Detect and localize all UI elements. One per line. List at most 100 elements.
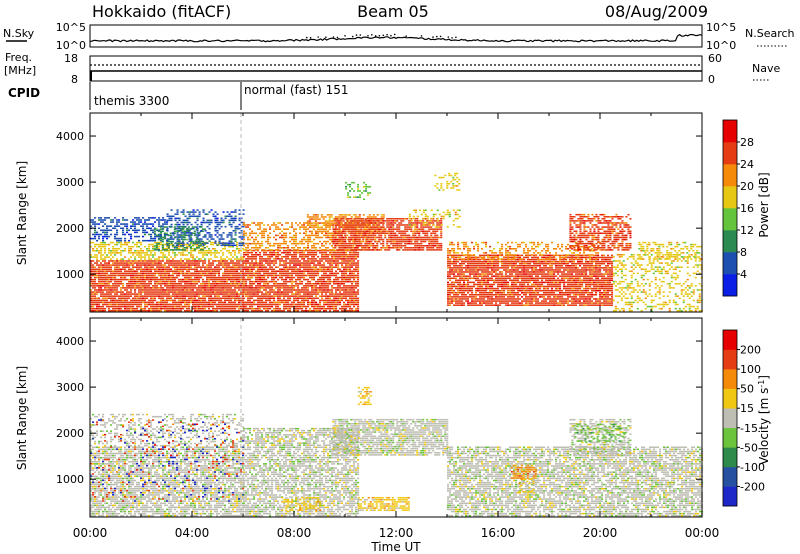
power-cell [138, 229, 141, 232]
power-cell [230, 258, 233, 260]
power-cell [355, 303, 358, 306]
power-cell [180, 221, 183, 224]
power-cell [224, 266, 227, 268]
power-cell [118, 225, 121, 227]
power-cell [114, 285, 117, 287]
power-cell [342, 220, 345, 222]
power-cell [90, 274, 93, 277]
power-cell [273, 245, 276, 247]
power-cell [327, 232, 330, 235]
power-cell [204, 309, 207, 312]
power-cell [242, 242, 245, 244]
power-cell [146, 289, 149, 291]
power-cell [289, 268, 292, 271]
power-cell [114, 264, 117, 266]
power-cell [90, 272, 93, 275]
power-cell [347, 258, 350, 260]
power-cell [249, 266, 252, 268]
power-cell [146, 305, 149, 308]
power-cell [138, 301, 141, 304]
power-cell [92, 272, 95, 275]
power-cell [343, 272, 346, 275]
power-cell [315, 247, 318, 249]
power-cell [329, 264, 332, 266]
power-cell [200, 252, 203, 254]
power-cell [303, 291, 306, 293]
power-cell [301, 297, 304, 300]
power-cell [325, 295, 328, 297]
power-cell [170, 256, 173, 258]
power-cell [295, 303, 298, 306]
power-cell [172, 295, 175, 297]
power-cell [365, 236, 368, 239]
power-cell [204, 243, 207, 246]
power-cell [345, 260, 348, 262]
power-cell [305, 289, 308, 291]
power-cell [355, 285, 358, 287]
power-cell [150, 274, 153, 277]
power-cell [128, 264, 131, 266]
power-cell [204, 295, 207, 297]
power-cell [323, 285, 326, 287]
power-cell [188, 309, 191, 312]
power-cell [202, 307, 205, 310]
power-cell [317, 272, 320, 275]
power-cell [234, 305, 237, 308]
power-cell [110, 250, 113, 252]
power-cell [299, 222, 302, 224]
power-cell [136, 268, 139, 271]
power-cell [216, 264, 219, 266]
power-cell [112, 262, 115, 264]
power-cell [357, 256, 360, 258]
power-cell [90, 297, 93, 300]
power-cell [341, 278, 344, 281]
power-cell [148, 276, 151, 279]
power-cell [150, 303, 153, 306]
power-cell [261, 236, 264, 239]
power-cell [122, 231, 125, 234]
power-cell [273, 230, 276, 233]
power-cell [140, 243, 143, 246]
power-cell [299, 303, 302, 306]
power-cell [355, 297, 358, 300]
power-cell [329, 295, 332, 297]
power-cell [349, 287, 352, 289]
power-cell [94, 274, 97, 277]
power-cell [214, 285, 217, 287]
power-cell [267, 258, 270, 260]
power-cell [179, 249, 182, 251]
power-cell [267, 236, 270, 239]
power-cell [351, 280, 354, 283]
power-cell [279, 236, 282, 239]
power-cell [180, 245, 183, 248]
power-cell [154, 283, 157, 285]
power-cell [154, 307, 157, 310]
power-cell [106, 233, 109, 236]
power-cell [249, 256, 252, 258]
power-cell [186, 223, 189, 226]
power-cell [349, 272, 352, 275]
power-cell [245, 266, 248, 268]
power-cell [226, 236, 229, 238]
power-cell [279, 247, 282, 249]
power-cell [150, 227, 153, 230]
power-cell [307, 303, 310, 306]
power-cell [224, 293, 227, 295]
power-cell [253, 280, 256, 283]
power-cell [299, 295, 302, 297]
power-cell [132, 280, 135, 283]
power-cell [114, 291, 117, 293]
power-cell [96, 274, 99, 277]
power-cell [206, 309, 209, 312]
power-cell [327, 270, 330, 273]
power-cell [188, 270, 191, 273]
power-cell [222, 278, 225, 281]
power-cell [188, 289, 191, 291]
power-cell [319, 268, 322, 271]
power-cell [232, 283, 235, 285]
power-cell [126, 291, 129, 293]
power-cell [230, 280, 233, 283]
power-cell [154, 305, 157, 308]
power-cell [220, 289, 223, 291]
power-cell [315, 285, 318, 287]
